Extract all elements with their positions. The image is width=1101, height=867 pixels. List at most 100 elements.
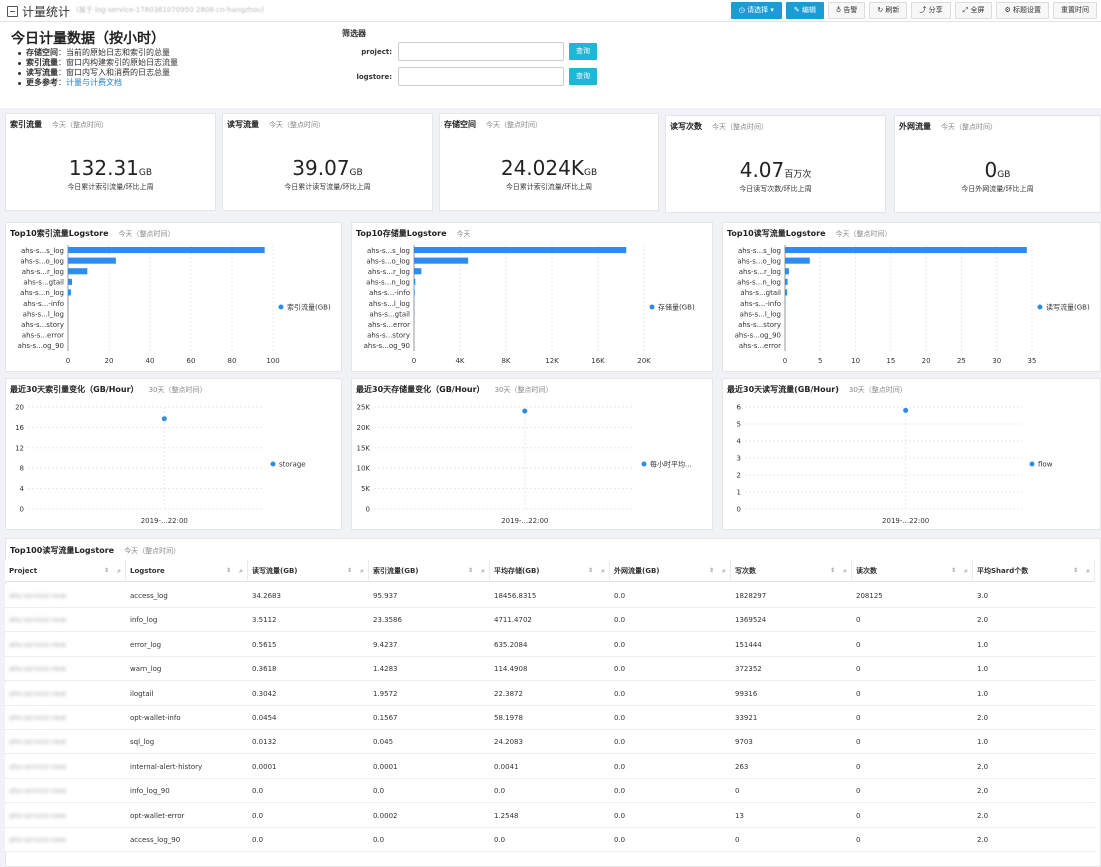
sort-icon[interactable]: ⇕ [225,567,231,574]
bar-plot: 0 5 10 15 20 25 30 35 ahs-s...s_log ahs-s...o_log… [735,245,1090,365]
logstore-input[interactable] [398,67,564,86]
app-title-text: 计量统计 [22,5,71,19]
column-header-label: 读写流量(GB) [252,567,298,575]
column-header[interactable]: 读写流量(GB) ⇕ ⌕ [248,560,369,582]
time-select-button[interactable]: ◷ 请选择 ▾ [730,2,782,19]
column-header[interactable]: 读次数 ⇕ ⌕ [852,560,973,582]
chart-title-text: Top10存储量Logstore [356,229,447,238]
legend-marker [270,461,276,467]
table-cell: 1369524 [735,616,767,625]
expand-icon: ⤢ [962,6,971,14]
search-icon[interactable]: ⌕ [1086,567,1090,575]
column-header[interactable]: Project ⇕ ⌕ [5,560,126,582]
sort-icon[interactable]: ⇕ [467,567,473,574]
column-header[interactable]: 外网流量(GB) ⇕ ⌕ [610,560,731,582]
table-cell: ahs-service-new [9,738,66,747]
chart-range: 30天（整点时间） [494,386,553,394]
kpi-value: 132.31GB [6,156,215,180]
project-input[interactable] [398,42,564,61]
column-header[interactable]: 平均Shard个数 ⇕ ⌕ [973,560,1095,582]
clock-icon: ◷ [738,6,748,14]
y-tick-label: 20K [357,424,371,432]
legend-label: storage [279,461,306,469]
search-icon[interactable]: ⌕ [601,567,605,575]
kpi-caption: 今日读写次数/环比上周 [739,185,812,193]
column-header[interactable]: 写次数 ⇕ ⌕ [731,560,852,582]
search-icon[interactable]: ⌕ [117,567,121,575]
table-cell: 0.0 [494,787,506,796]
category-label: ahs-s...story [367,332,410,340]
kpi-title: 索引流量 今天（整点时间） [10,119,108,130]
legend-marker [649,304,655,310]
category-label: ahs-s...n_log [366,279,410,287]
billing-doc-link[interactable]: 计量与计费文档 [66,78,122,87]
logstore-query-button[interactable]: 查询 [569,68,597,85]
x-tick-label: 10 [851,357,860,365]
sort-icon[interactable]: ⇕ [829,567,835,574]
column-header-label: Project [9,567,38,575]
fullscreen-button[interactable]: ⤢ 全屏 [954,2,993,19]
table-row: ahs-service-new warn_log 0.3618 1.4283 114.4… [5,657,1095,682]
search-icon[interactable]: ⌕ [722,567,726,575]
bar [785,268,789,275]
table-cell: 1.9572 [373,689,398,698]
project-query-button[interactable]: 查询 [569,43,597,60]
table-title: Top100读写流量Logstore 今天（整点时间） [10,545,180,556]
table-row: ahs-service-new sql_log 0.0132 0.045 24.2083… [5,730,1095,755]
x-tick-label: 20 [105,357,114,365]
table-row: ahs-service-new error_log 0.5615 9.4237 635.… [5,632,1095,657]
table-cell: 1.0 [977,738,989,747]
search-icon[interactable]: ⌕ [239,567,243,575]
top-bar: 计量统计 (属于 log-service-1780381070950 2808-… [0,0,1101,22]
table-cell: 0.0041 [494,762,519,771]
sort-icon[interactable]: ⇕ [346,567,352,574]
sort-icon[interactable]: ⇕ [587,567,593,574]
table-cell: 3.5112 [252,616,277,625]
category-label: ahs-s...n_log [20,289,64,297]
search-icon[interactable]: ⌕ [964,567,968,575]
table-cell: 0.0 [614,836,626,844]
y-tick-label: 4 [20,485,25,493]
x-tick-label: 4K [455,357,464,365]
category-label: ahs-s...o_log [366,257,410,265]
table-cell: info_log_90 [130,787,170,796]
kpi-range: 今天（整点时间） [486,121,542,129]
table-cell: 0.0 [252,811,264,820]
table-cell: 9.4237 [373,640,398,649]
table-cell: 95.937 [373,592,398,600]
desc-key: 存储空间 [26,48,58,57]
search-icon[interactable]: ⌕ [843,567,847,575]
reset-time-button[interactable]: 重置时间 [1053,2,1097,19]
category-label: ahs-s...-info [369,289,410,297]
sort-icon[interactable]: ⇕ [708,567,714,574]
kpi-title: 读写次数 今天（整点时间） [670,121,768,132]
table-cell: 23.3586 [373,616,402,625]
sort-icon[interactable]: ⇕ [103,567,109,574]
search-icon[interactable]: ⌕ [360,567,364,575]
sort-icon[interactable]: ⇕ [1072,567,1078,574]
column-header[interactable]: Logstore ⇕ ⌕ [126,560,248,582]
sort-icon[interactable]: ⇕ [950,567,956,574]
kpi-caption: 今日外网流量/环比上周 [961,185,1034,193]
column-header[interactable]: 平均存储(GB) ⇕ ⌕ [490,560,610,582]
share-button[interactable]: ⤴ 分享 [911,2,951,19]
category-label: ahs-s...error [739,342,781,350]
category-label: ahs-s...gtail [740,289,781,297]
title-settings-label: 标题设置 [1013,6,1041,14]
legend-marker [641,461,647,467]
kpi-range: 今天（整点时间） [712,123,768,131]
chart-title-text: Top10读写流量Logstore [727,229,826,238]
refresh-button[interactable]: ↻ 刷新 [869,2,908,19]
table-cell: 0 [856,762,861,771]
table-cell: 13 [735,811,744,820]
alert-button[interactable]: ♁ 告警 [827,2,866,19]
table-cell: 0.0002 [373,811,398,820]
search-icon[interactable]: ⌕ [481,567,485,575]
column-header-label: 平均存储(GB) [494,567,540,575]
table-cell: ahs-service-new [9,689,66,698]
title-settings-button[interactable]: ⚙ 标题设置 [996,2,1049,19]
bar [414,257,469,264]
edit-button[interactable]: ✎ 编辑 [785,2,824,19]
column-header[interactable]: 索引流量(GB) ⇕ ⌕ [369,560,490,582]
y-tick-label: 20 [15,404,24,412]
